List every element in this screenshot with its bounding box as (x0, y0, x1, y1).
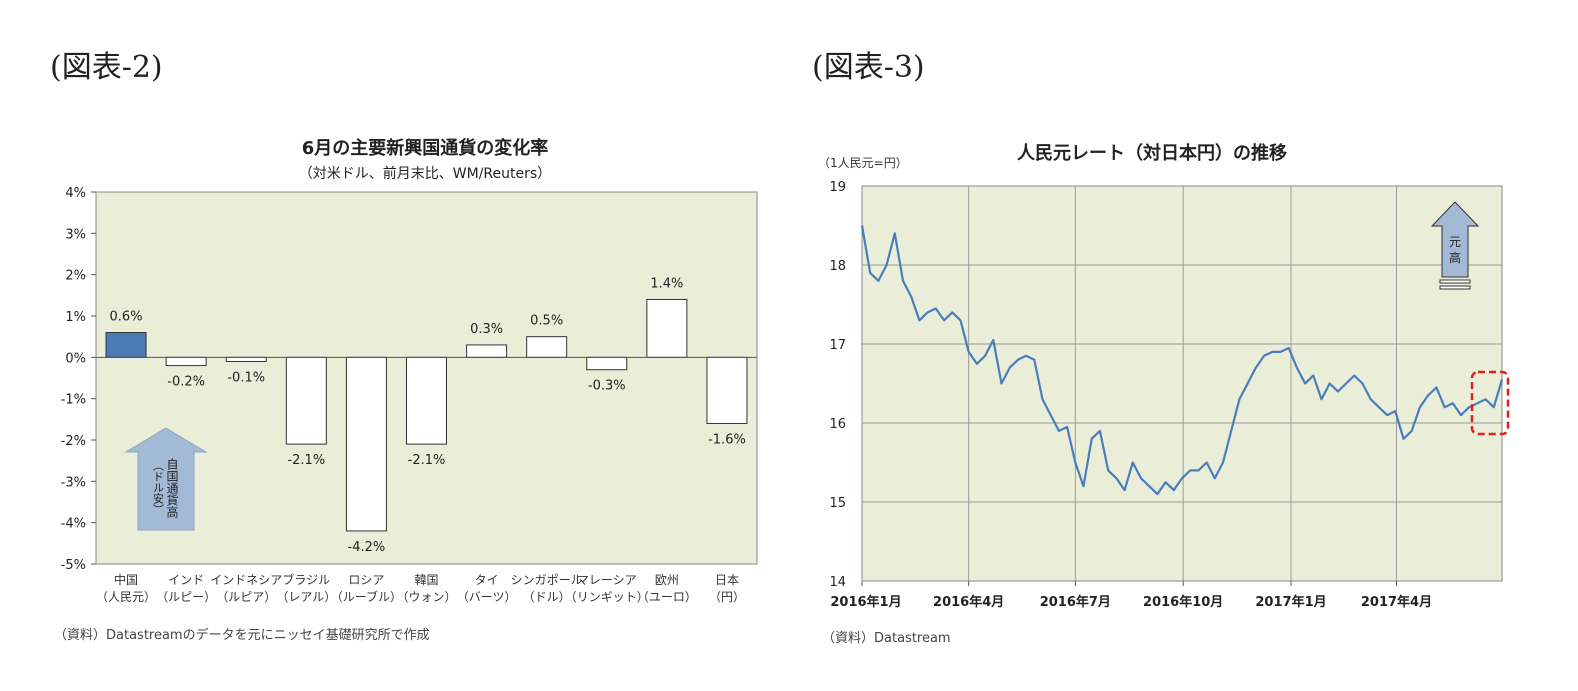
chart1-bar-5 (406, 356, 447, 445)
chart1-category-sublabel-10: （円） (709, 590, 745, 604)
chart1-bar-3 (285, 356, 327, 445)
chart1-category-label-4: ロシア (348, 573, 384, 587)
chart2-ytick-label: 17 (829, 338, 846, 353)
chart1-category-sublabel-6: （バーツ） (457, 590, 517, 604)
chart2-arrow-stripe-2 (1439, 285, 1471, 290)
chart1-arrow-label: 自国通貨高 (165, 458, 179, 519)
chart1-title: 6月の主要新興国通貨の変化率 (302, 137, 549, 159)
chart1-ytick-label: -1% (61, 393, 86, 408)
chart1-category-sublabel-1: （ルピー） (156, 590, 216, 604)
chart2-arrow-label-0: 元 (1449, 235, 1461, 249)
chart1-category-sublabel-0: （人民元） (96, 590, 156, 604)
chart2-plot-area (861, 185, 1503, 582)
chart1-category-label-6: タイ (475, 573, 499, 587)
footnote-fig2: （資料）Datastreamのデータを元にニッセイ基礎研究所で作成 (54, 628, 430, 643)
figure-2-label: (図表-2) (50, 50, 163, 85)
chart1-data-label-6: 0.3% (470, 322, 503, 337)
chart1-category-label-9: 欧州 (655, 573, 679, 587)
chart2-xtick-label: 2016年10月 (1143, 594, 1223, 610)
chart1-category-label-3: ブラジル (282, 572, 330, 587)
chart1-category-label-5: 韓国 (414, 573, 438, 587)
chart1-category-sublabel-5: （ウォン） (396, 590, 456, 604)
chart1-category-label-2: インドネシア (210, 573, 282, 587)
chart1-up-arrow (124, 427, 208, 531)
chart2-ytick-label: 19 (829, 180, 846, 195)
chart1-category-sublabel-8: （リンギット） (565, 590, 649, 604)
chart1-subtitle: （対米ドル、前月末比、WM/Reuters） (299, 165, 551, 182)
chart1-ytick-label: -4% (61, 517, 86, 532)
chart1-data-label-3: -2.1% (287, 453, 325, 468)
chart2-xtick-label: 2017年1月 (1255, 594, 1326, 610)
chart1-ytick-label: -5% (61, 558, 86, 573)
chart2-ylabel: （1人民元=円） (818, 156, 908, 170)
chart1-ytick-label: 1% (65, 310, 86, 325)
chart1-category-label-0: 中国 (114, 572, 138, 587)
chart1-ytick-label: 0% (65, 351, 86, 366)
chart2-series-line (860, 225, 1504, 496)
chart1-bar-4 (345, 356, 387, 532)
chart1-ytick-label: 3% (65, 227, 86, 242)
chart2-ytick-label: 15 (829, 496, 846, 511)
chart1-data-label-7: 0.5% (530, 314, 563, 329)
chart1-bar-10 (706, 356, 748, 424)
chart1-category-sublabel-4: （ルーブル） (331, 589, 402, 604)
chart1-data-label-4: -4.2% (348, 540, 386, 555)
chart1-data-label-2: -0.1% (227, 370, 265, 385)
chart2-ytick-label: 14 (829, 575, 846, 590)
chart2-ytick-label: 16 (829, 417, 846, 432)
chart1-arrow-annotation: 自国通貨高（ドル安） (124, 427, 208, 531)
chart2-highlight-box (1470, 370, 1510, 436)
chart1-data-label-0: 0.6% (110, 310, 143, 325)
chart2-arrow-annotation: 元高 (1430, 201, 1480, 290)
bar-chart-currency-change: 6月の主要新興国通貨の変化率 （対米ドル、前月末比、WM/Reuters） 4% 3%… (61, 137, 758, 604)
chart2-title: 人民元レート（対日本円）の推移 (1017, 142, 1287, 164)
chart2-up-arrow (1430, 201, 1480, 278)
chart2-xtick-label: 2016年7月 (1040, 594, 1111, 610)
footnote-fig3: （資料）Datastream (822, 631, 951, 646)
chart1-ytick-label: 2% (65, 269, 86, 284)
chart1-category-label-8: マレーシア (577, 573, 637, 587)
chart1-category-label-10: 日本 (715, 573, 739, 587)
chart1-ytick-label: 4% (65, 186, 86, 201)
chart1-ytick-label: -3% (61, 475, 86, 490)
chart2-xtick-label: 2016年4月 (933, 594, 1004, 610)
chart2-xtick-label: 2017年4月 (1361, 594, 1432, 610)
chart1-arrow-sublabel: （ドル安） (152, 460, 165, 515)
chart1-data-label-1: -0.2% (167, 375, 205, 390)
chart2-arrow-stripe-1 (1439, 279, 1471, 284)
chart1-data-label-9: 1.4% (650, 276, 683, 291)
chart1-data-label-8: -0.3% (588, 379, 626, 394)
chart1-bar-9 (646, 298, 688, 358)
chart1-category-label-1: インド (168, 573, 204, 587)
chart2-xtick-label: 2016年1月 (830, 594, 901, 610)
chart1-category-sublabel-2: （ルピア） (216, 590, 276, 604)
chart1-data-label-10: -1.6% (708, 432, 746, 447)
chart1-category-sublabel-9: （ユーロ） (637, 590, 697, 604)
chart1-category-sublabel-7: （ドル） (523, 590, 571, 604)
chart1-category-label-7: シンガポール (511, 573, 583, 587)
chart2-arrow-label-1: 高 (1449, 250, 1461, 265)
chart2-ytick-label: 18 (829, 259, 846, 274)
chart1-data-label-5: -2.1% (408, 453, 446, 468)
figure-3-label: (図表-3) (812, 50, 925, 85)
chart1-ytick-label: -2% (61, 434, 86, 449)
chart1-category-sublabel-3: （レアル） (276, 590, 336, 604)
